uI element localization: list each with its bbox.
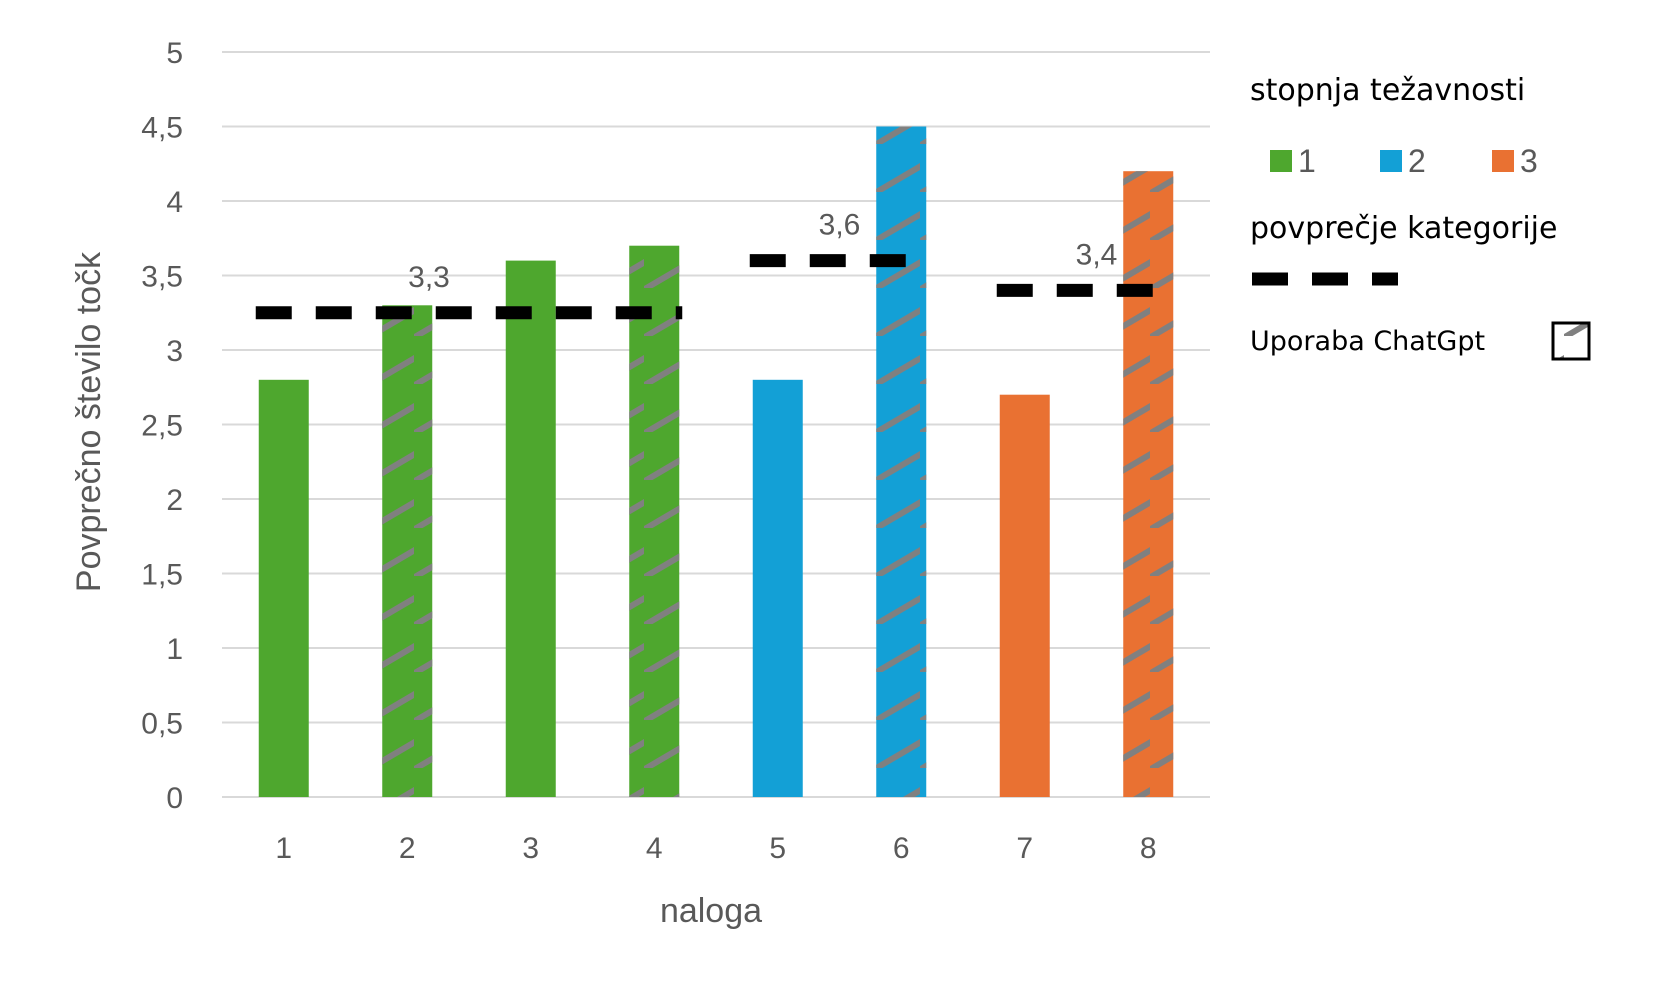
x-tick-label: 1 (275, 832, 292, 865)
bar-hatch-task-2 (382, 305, 433, 797)
y-tick-label: 1 (166, 633, 183, 666)
bar-hatch-task-8 (1123, 171, 1174, 797)
bar-task-1 (258, 379, 309, 797)
x-tick-label: 8 (1140, 832, 1157, 865)
legend-difficulty-items: 1 2 3 (1270, 143, 1538, 179)
y-tick-label: 4 (166, 186, 183, 219)
bars (258, 126, 1174, 798)
y-axis-title: Povprečno število točk (70, 251, 108, 592)
legend-label-2: 2 (1408, 143, 1426, 179)
category-averages: 3,3 3,6 3,4 (255, 209, 1177, 320)
y-tick-label: 2 (166, 484, 183, 517)
x-axis-ticks: 1 2 3 4 5 6 7 8 (275, 832, 1156, 865)
x-tick-label: 2 (399, 832, 416, 865)
average-label-difficulty-2: 3,6 (819, 209, 861, 242)
y-tick-label: 3 (166, 335, 183, 368)
average-label-difficulty-1: 3,3 (408, 261, 450, 294)
legend-label-1: 1 (1298, 143, 1316, 179)
x-tick-label: 3 (522, 832, 539, 865)
legend-average-label: povprečje kategorije (1250, 211, 1557, 246)
average-label-difficulty-3: 3,4 (1076, 238, 1118, 271)
legend-title: stopnja težavnosti (1250, 73, 1525, 108)
bar-task-7 (999, 394, 1050, 797)
y-tick-label: 5 (166, 37, 183, 70)
y-tick-label: 4,5 (141, 112, 183, 145)
y-tick-label: 1,5 (141, 559, 183, 592)
legend-swatch-2 (1380, 150, 1402, 172)
x-tick-label: 6 (893, 832, 910, 865)
bar-hatch-task-4 (629, 245, 680, 797)
x-tick-label: 4 (646, 832, 663, 865)
y-tick-label: 2,5 (141, 410, 183, 443)
legend-hatch-label: Uporaba ChatGpt (1250, 326, 1485, 357)
legend: stopnja težavnosti 1 2 3 povprečje kategor… (1250, 73, 1591, 361)
x-tick-label: 7 (1016, 832, 1033, 865)
y-axis-ticks: 0 0,5 1 1,5 2 2,5 3 3,5 4 4,5 5 (141, 37, 183, 815)
gridlines (222, 51, 1210, 798)
bar-task-5 (752, 379, 803, 797)
legend-swatch-1 (1270, 150, 1292, 172)
bar-hatch-task-6 (876, 126, 927, 797)
legend-label-3: 3 (1520, 143, 1538, 179)
legend-swatch-3 (1492, 150, 1514, 172)
x-axis-title: naloga (660, 892, 762, 930)
y-tick-label: 0 (166, 782, 183, 815)
x-tick-label: 5 (769, 832, 786, 865)
y-tick-label: 0,5 (141, 708, 183, 741)
bar-task-3 (505, 260, 556, 798)
y-tick-label: 3,5 (141, 261, 183, 294)
legend-hatch-swatch (1551, 321, 1591, 361)
